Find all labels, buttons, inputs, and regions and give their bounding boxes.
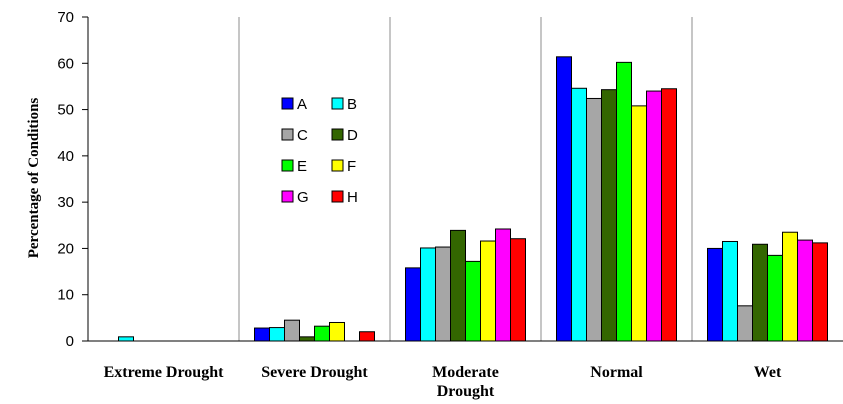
bar-d-cat2 (450, 229, 466, 342)
bar-a-cat2 (405, 267, 421, 342)
bar-e-cat4 (767, 254, 783, 342)
bar-h-cat3 (661, 88, 677, 342)
legend-swatch-d (331, 128, 344, 141)
bar-h-cat4 (812, 242, 828, 342)
bar-e-cat1 (314, 325, 330, 342)
bar-f-cat4 (782, 231, 798, 342)
y-tick-label: 10 (57, 287, 74, 304)
bar-g-cat3 (646, 90, 662, 342)
y-tick-label: 40 (57, 148, 74, 165)
y-tick-label: 30 (57, 194, 74, 211)
bar-c-cat1 (284, 319, 300, 342)
legend-swatch-g (281, 190, 294, 203)
category-label: Extreme Drought (104, 364, 225, 381)
bar-b-cat0 (118, 336, 134, 342)
bar-d-cat1 (299, 336, 315, 342)
plot-area: 0 10 20 30 40 50 60 70 Extreme Drought Severe Dro… (57, 9, 843, 400)
bar-b-cat1 (269, 327, 285, 342)
legend-label-d: D (347, 127, 358, 144)
bar-d-cat3 (601, 89, 617, 342)
legend-label-c: C (297, 127, 308, 144)
y-tick-label: 60 (57, 55, 74, 72)
legend-label-g: G (297, 189, 309, 206)
legend-label-e: E (297, 158, 307, 175)
legend-swatch-b (331, 97, 344, 110)
bar-g-cat4 (797, 239, 813, 342)
bar-f-cat2 (480, 240, 496, 342)
legend-swatch-e (281, 159, 294, 172)
bar-b-cat4 (722, 240, 738, 342)
bar-c-cat3 (586, 97, 602, 342)
y-tick-label: 50 (57, 102, 74, 119)
legend-swatch-f (331, 159, 344, 172)
bar-h-cat2 (510, 238, 526, 342)
y-tick-label: 20 (57, 240, 74, 257)
legend: A B C D E F G H (281, 96, 358, 206)
bar-a-cat3 (556, 56, 572, 342)
category-label: Severe Drought (261, 364, 368, 381)
bar-h-cat1 (359, 331, 375, 342)
legend-label-b: B (347, 96, 357, 113)
legend-swatch-h (331, 190, 344, 203)
bar-f-cat1 (329, 321, 345, 342)
bar-a-cat4 (707, 247, 723, 342)
legend-label-f: F (347, 158, 356, 175)
category-label: Moderate (432, 364, 499, 381)
legend-label-h: H (347, 189, 358, 206)
bar-b-cat2 (420, 247, 436, 342)
bar-c-cat4 (737, 305, 753, 342)
bar-d-cat4 (752, 243, 768, 342)
bar-e-cat2 (465, 260, 481, 342)
category-label: Drought (437, 383, 495, 400)
bar-b-cat3 (571, 87, 587, 342)
bar-a-cat1 (254, 327, 270, 342)
y-tick-label: 70 (57, 9, 74, 26)
category-label: Normal (590, 364, 643, 381)
category-label: Wet (754, 364, 782, 381)
legend-swatch-a (281, 97, 294, 110)
bar-f-cat3 (631, 105, 647, 342)
y-tick-label: 0 (66, 333, 74, 350)
y-axis-title: Percentage of Conditions (26, 98, 42, 259)
legend-label-a: A (297, 96, 307, 113)
bar-g-cat2 (495, 228, 511, 342)
bar-e-cat3 (616, 61, 632, 342)
legend-swatch-c (281, 128, 294, 141)
bar-c-cat2 (435, 246, 451, 342)
